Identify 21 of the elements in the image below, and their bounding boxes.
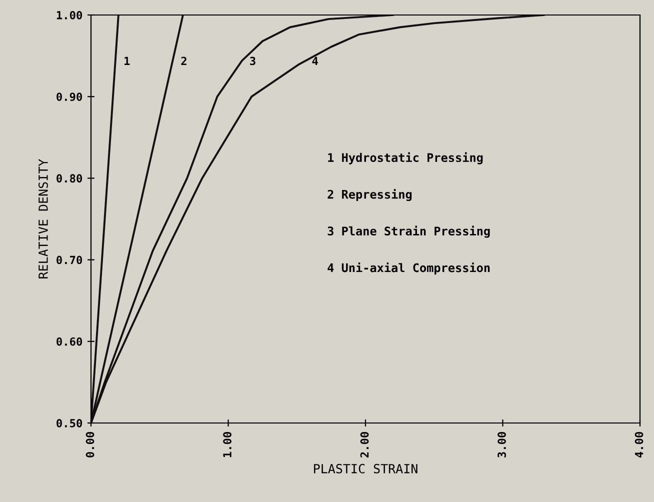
annotation: 1 Hydrostatic Pressing <box>328 152 483 164</box>
y-tick-label: 1.00 <box>56 10 82 20</box>
x-tick-label: 2.00 <box>360 432 369 458</box>
x-tick-label: 4.00 <box>634 432 644 458</box>
series-label: 3 <box>250 56 256 66</box>
series-label: 2 <box>181 56 186 65</box>
x-axis-title: PLASTIC STRAIN <box>314 464 418 474</box>
series-label: 1 <box>124 56 130 65</box>
annotation: 3 Plane Strain Pressing <box>328 226 490 238</box>
x-tick-label: 1.00 <box>223 432 232 458</box>
y-tick-label: 0.90 <box>56 92 82 102</box>
x-tick-label: 3.00 <box>498 432 506 458</box>
annotation: 2 Repressing <box>328 189 412 202</box>
series-label: 4 <box>312 56 318 65</box>
y-axis-title: RELATIVE DENSITY <box>38 159 48 278</box>
y-tick-label: 0.70 <box>56 256 82 264</box>
x-tick-label: 0.00 <box>86 432 94 458</box>
y-tick-label: 0.80 <box>56 174 82 183</box>
y-tick-label: 0.50 <box>56 418 82 428</box>
y-tick-label: 0.60 <box>56 337 82 346</box>
annotation: 4 Uni-axial Compression <box>328 262 490 274</box>
